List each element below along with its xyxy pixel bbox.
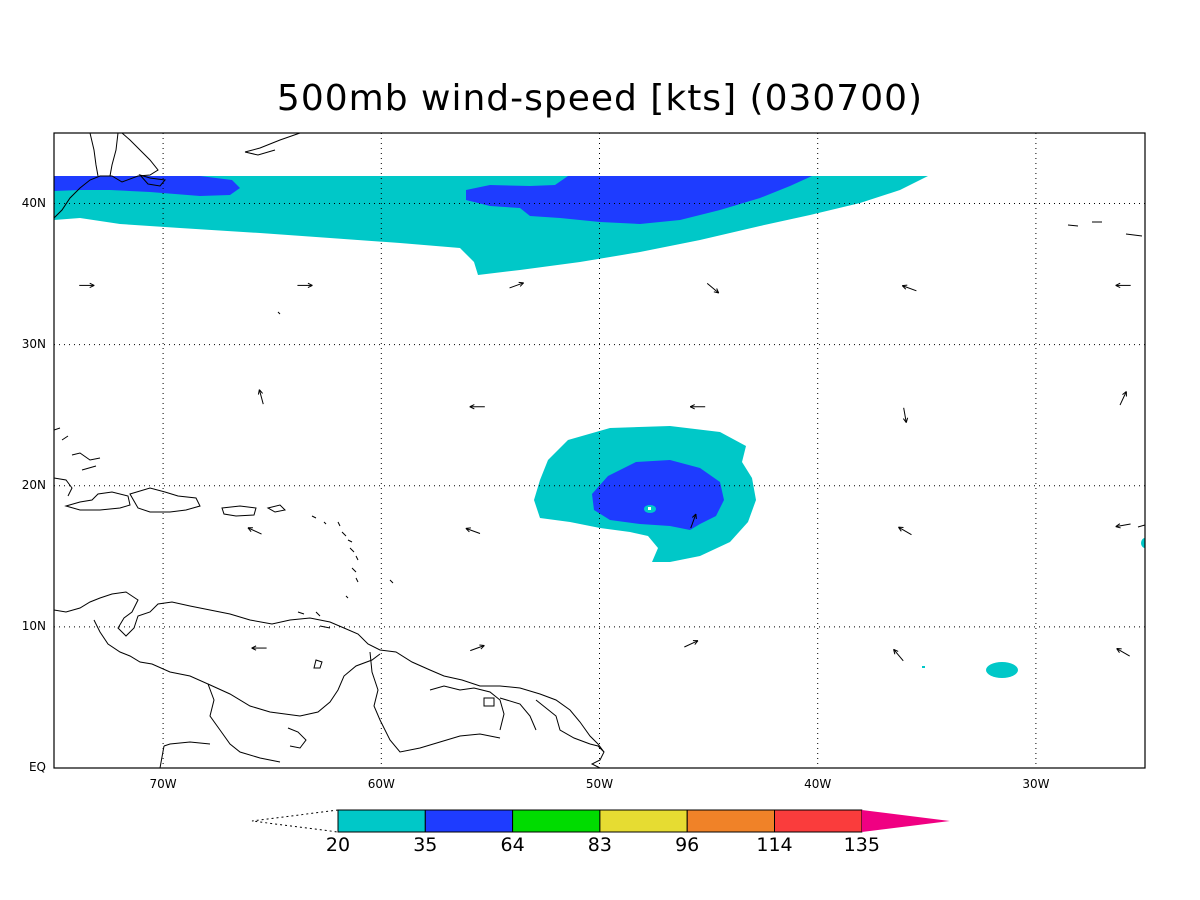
wind-vector: [251, 645, 267, 651]
colorbar-upper-extension: [861, 810, 950, 832]
grid: [54, 133, 1145, 768]
colorbar-bin: [599, 809, 688, 833]
colorbar-bin: [686, 809, 776, 833]
wind-speed-shading: [54, 176, 1145, 678]
x-tick-label: 60W: [367, 777, 395, 791]
map-title: 500mb wind-speed [kts] (030700): [276, 78, 924, 119]
colorbar-label: 96: [675, 834, 700, 856]
wind-vector: [898, 526, 912, 536]
colorbar-bin: [512, 809, 601, 833]
wind-vector: [1116, 648, 1130, 657]
wind-vector: [297, 282, 313, 289]
colorbar-lower-extension: [251, 809, 339, 833]
colorbar-label: 20: [325, 834, 351, 856]
wind-vector: [465, 527, 481, 534]
y-tick-label: 30N: [21, 336, 46, 351]
x-tick-label: 50W: [585, 777, 614, 791]
wind-vector: [509, 281, 524, 289]
y-tick-label: 20N: [21, 477, 46, 492]
wind-vector: [893, 648, 904, 662]
wind-vector: [902, 407, 909, 423]
y-tick-label: EQ: [28, 760, 46, 774]
colorbar-label: 64: [500, 834, 525, 856]
wind-vector: [257, 389, 264, 405]
colorbar-label: 114: [756, 834, 793, 856]
x-tick-label: 40W: [804, 777, 832, 791]
jet-core-central: [466, 176, 812, 224]
colorbar-label: 83: [587, 834, 612, 856]
coastlines: [54, 133, 1145, 768]
colorbar-label: 135: [843, 834, 880, 856]
x-tick-label: 70W: [149, 777, 177, 791]
jet-core-west: [54, 176, 240, 196]
wind-vector: [689, 404, 706, 410]
wind-vector: [469, 404, 485, 410]
wind-vector: [1119, 391, 1127, 406]
wind-vector: [1115, 282, 1131, 289]
patch-east: [986, 662, 1018, 678]
cyclone-core-35-64: [592, 460, 724, 530]
colorbar: [251, 809, 950, 833]
wind-vector: [1115, 523, 1131, 529]
colorbar-bin: [337, 809, 426, 833]
wind-vector: [690, 513, 697, 529]
x-tick-label: 30W: [1022, 777, 1050, 791]
map-frame: [53, 132, 1146, 769]
colorbar-bin: [424, 809, 514, 833]
y-tick-label: 40N: [21, 195, 46, 210]
colorbar-label: 35: [413, 834, 438, 856]
wind-vector: [706, 283, 720, 294]
wind-vector: [901, 284, 917, 292]
wind-vector: [684, 640, 699, 648]
y-tick-label: 10N: [21, 618, 46, 633]
patch-edge: [1141, 538, 1145, 548]
wind-vector: [79, 282, 95, 289]
wind-vector: [247, 527, 262, 535]
wind-vectors: [79, 281, 1131, 662]
wind-vector: [470, 644, 485, 652]
colorbar-bin: [774, 809, 863, 833]
